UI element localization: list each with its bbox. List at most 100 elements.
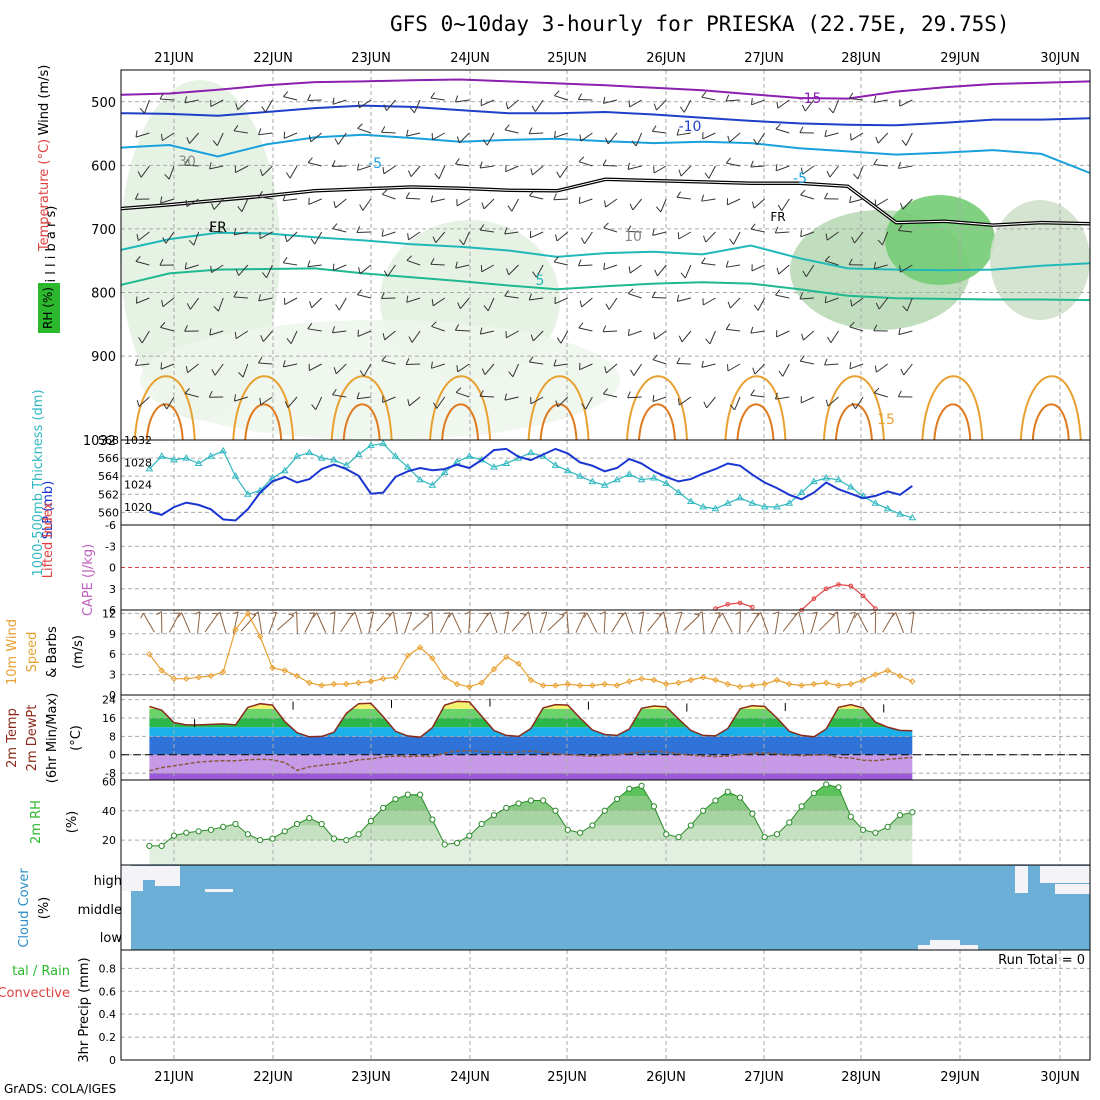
wind-barb — [483, 297, 495, 312]
wind-barb — [877, 231, 889, 246]
temperature-contour — [120, 231, 1091, 272]
thickness-point — [330, 455, 338, 463]
thickness-point — [736, 493, 744, 501]
wind-barb — [237, 198, 249, 212]
wind-barb — [898, 161, 913, 169]
wind-speed-point — [798, 682, 805, 689]
wind-barb — [677, 231, 692, 240]
wind-barb — [727, 297, 741, 309]
wind-speed-point — [736, 683, 744, 691]
thickness-point — [650, 474, 658, 481]
wind-barb — [258, 294, 273, 302]
rh-shading — [885, 195, 995, 285]
wind-speed-point — [687, 676, 695, 684]
wind-barb — [898, 327, 913, 336]
wind-barb — [177, 612, 191, 634]
y-tick-label: 6 — [109, 648, 116, 661]
slp-line — [149, 447, 913, 522]
cloud-gap — [1015, 866, 1028, 893]
wind-barb — [283, 91, 298, 101]
rh-band — [149, 840, 913, 865]
wind-barb — [753, 132, 766, 146]
rh-point — [367, 817, 374, 825]
y-tick-label: 20 — [102, 834, 116, 847]
wind-barb — [529, 230, 544, 239]
wind-speed-point — [699, 674, 707, 681]
wind-barb — [136, 231, 150, 242]
wind-speed-point — [170, 675, 178, 682]
wind-speed-point — [786, 680, 793, 688]
y-tick-label: 0 — [109, 689, 116, 702]
wind-speed-point — [650, 676, 658, 684]
wind-barb — [751, 98, 765, 106]
surface-contour — [822, 375, 885, 441]
wind-barb — [849, 195, 864, 204]
wind-barb — [479, 161, 495, 169]
wind-speed-point — [859, 676, 867, 684]
thickness-point — [293, 452, 301, 459]
thickness-point — [896, 510, 904, 517]
wind-barb — [627, 288, 642, 299]
wind-barb — [703, 231, 716, 243]
wind-barb — [873, 324, 888, 332]
wind-speed-point — [810, 680, 818, 688]
surface-contour — [232, 375, 295, 441]
wind-barb — [630, 363, 643, 376]
wind-barb — [233, 228, 248, 236]
rh-point — [453, 839, 461, 847]
wind-barb — [412, 613, 430, 631]
wind-barb — [456, 132, 470, 144]
rh-point — [515, 800, 522, 807]
wind-barb — [702, 297, 716, 306]
cloud-axis-label: Cloud Cover — [17, 868, 32, 948]
wind-barb — [406, 255, 421, 266]
wind-speed-point — [392, 674, 399, 681]
wind-barb — [209, 162, 224, 170]
thickness-point — [403, 463, 412, 470]
y-tick-label: 500 — [91, 96, 116, 111]
y-tick-label: 560 — [98, 506, 119, 519]
temp-axis-label: 2m Temp — [5, 708, 20, 768]
wind-barb — [426, 611, 434, 634]
y-tick-label: -6 — [105, 519, 116, 532]
wind-speed-point — [343, 680, 350, 688]
wind-barb — [800, 165, 815, 175]
wind-barb — [160, 196, 175, 204]
wind-barb — [479, 390, 494, 398]
wind-barb — [824, 192, 839, 200]
precip-legend-total: tal / Rain — [12, 964, 70, 979]
thickness-point — [760, 502, 769, 510]
y-tick-label: 0 — [109, 1054, 116, 1067]
wind-barb — [430, 361, 445, 369]
wind-barb — [455, 158, 470, 167]
rh-point — [232, 820, 239, 828]
wind-barb — [870, 611, 877, 634]
date-label-top: 27JUN — [744, 51, 784, 66]
wind-barb — [824, 255, 839, 266]
wind-barb — [799, 292, 814, 300]
wind-barb — [826, 165, 839, 178]
cloud-gap — [1040, 866, 1090, 883]
wind-barb — [873, 261, 888, 270]
contour-label: -5 — [793, 171, 807, 187]
wind-barb — [553, 256, 568, 266]
wind-barb — [729, 231, 741, 245]
rh-point — [786, 819, 793, 826]
wind-barb — [456, 363, 470, 373]
thickness-point — [613, 475, 621, 483]
wind-barb — [854, 612, 869, 633]
y-tick-label: 24 — [102, 694, 116, 707]
wind-barb — [382, 165, 396, 175]
date-label-top: 30JUN — [1040, 51, 1080, 66]
wind-barb — [530, 165, 544, 176]
wind-barb — [611, 612, 624, 633]
wind-barb — [455, 387, 470, 398]
wind-barb — [481, 198, 495, 210]
wind-barb — [746, 612, 759, 633]
wind-barb — [800, 189, 815, 200]
wind-barb — [162, 231, 175, 244]
surface-contour — [933, 403, 972, 441]
rh-point — [749, 810, 756, 817]
wind-barb — [291, 611, 298, 634]
contour-label: -5 — [368, 156, 382, 172]
